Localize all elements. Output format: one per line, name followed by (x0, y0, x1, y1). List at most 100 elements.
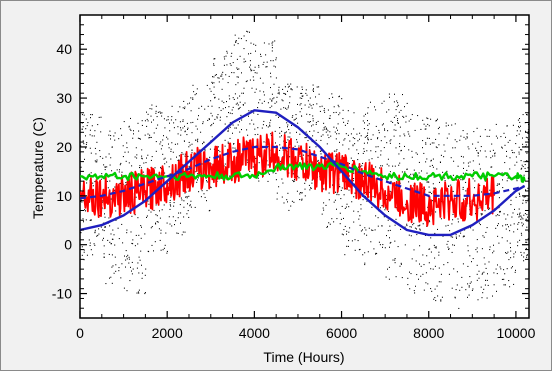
scatter-point (235, 40, 237, 42)
scatter-point (460, 155, 462, 157)
scatter-point (120, 162, 122, 164)
scatter-point (323, 110, 325, 112)
scatter-point (428, 191, 430, 193)
scatter-point (323, 122, 325, 124)
scatter-point (428, 248, 430, 250)
scatter-point (527, 220, 529, 222)
scatter-point (388, 93, 390, 95)
scatter-point (125, 184, 127, 186)
scatter-point (167, 116, 169, 118)
scatter-point (322, 129, 324, 131)
scatter-point (400, 263, 402, 265)
scatter-point (481, 297, 483, 299)
scatter-point (164, 172, 166, 174)
scatter-point (289, 146, 291, 148)
scatter-point (216, 117, 218, 119)
scatter-point (132, 239, 134, 241)
scatter-point (201, 190, 203, 192)
scatter-point (169, 208, 171, 210)
scatter-point (248, 53, 249, 55)
scatter-point (456, 237, 457, 239)
scatter-point (526, 160, 528, 162)
scatter-point (452, 244, 454, 246)
scatter-point (363, 128, 365, 130)
scatter-point (509, 230, 511, 232)
scatter-point (371, 229, 373, 231)
scatter-point (141, 149, 143, 151)
scatter-point (287, 126, 288, 128)
scatter-point (494, 152, 496, 154)
scatter-point (523, 256, 525, 258)
scatter-point (138, 130, 140, 132)
scatter-point (322, 134, 324, 136)
scatter-point (234, 34, 236, 36)
scatter-point (414, 227, 416, 229)
scatter-point (312, 115, 314, 117)
scatter-point (380, 150, 382, 152)
scatter-point (425, 143, 427, 145)
scatter-point (425, 142, 427, 144)
scatter-point (389, 142, 391, 144)
scatter-point (111, 170, 113, 172)
scatter-point (177, 133, 179, 135)
scatter-point (466, 133, 468, 135)
scatter-point (347, 110, 349, 112)
scatter-point (126, 258, 128, 260)
scatter-point (440, 273, 442, 275)
scatter-point (368, 159, 370, 161)
scatter-point (206, 181, 208, 183)
scatter-point (272, 98, 274, 100)
scatter-point (103, 245, 105, 247)
scatter-point (524, 213, 526, 215)
scatter-point (94, 232, 96, 234)
scatter-point (479, 224, 481, 226)
scatter-point (148, 203, 150, 205)
scatter-point (455, 289, 457, 291)
scatter-point (364, 136, 366, 138)
y-tick-label: 10 (56, 188, 72, 204)
scatter-point (246, 80, 248, 82)
scatter-point (109, 180, 111, 182)
scatter-point (155, 141, 157, 143)
scatter-point (447, 240, 449, 242)
scatter-point (522, 137, 523, 139)
scatter-point (227, 141, 229, 143)
scatter-point (229, 126, 231, 128)
scatter-point (437, 295, 439, 297)
scatter-point (313, 88, 314, 90)
scatter-point (467, 146, 469, 148)
scatter-point (325, 204, 327, 206)
scatter-point (125, 250, 127, 252)
scatter-point (291, 124, 292, 126)
scatter-point (434, 187, 436, 189)
scatter-point (233, 72, 235, 74)
scatter-point (478, 222, 480, 224)
scatter-point (82, 126, 84, 128)
scatter-point (520, 218, 522, 220)
scatter-point (110, 135, 112, 137)
scatter-point (130, 266, 131, 268)
scatter-point (440, 218, 442, 220)
scatter-point (111, 238, 113, 240)
scatter-point (436, 147, 438, 149)
scatter-point (251, 119, 253, 121)
scatter-point (408, 133, 410, 135)
scatter-point (95, 153, 97, 155)
scatter-point (419, 224, 421, 226)
scatter-point (424, 128, 426, 130)
scatter-point (180, 129, 182, 131)
scatter-point (206, 84, 208, 86)
scatter-point (148, 137, 150, 139)
scatter-point (220, 75, 222, 77)
scatter-point (409, 135, 411, 137)
scatter-point (307, 121, 309, 123)
scatter-point (527, 132, 529, 134)
scatter-point (232, 62, 234, 64)
scatter-point (121, 174, 123, 176)
scatter-point (422, 254, 424, 256)
scatter-point (378, 129, 380, 131)
scatter-point (461, 276, 463, 278)
scatter-point (234, 127, 236, 129)
scatter-point (262, 63, 264, 65)
scatter-point (174, 224, 175, 226)
